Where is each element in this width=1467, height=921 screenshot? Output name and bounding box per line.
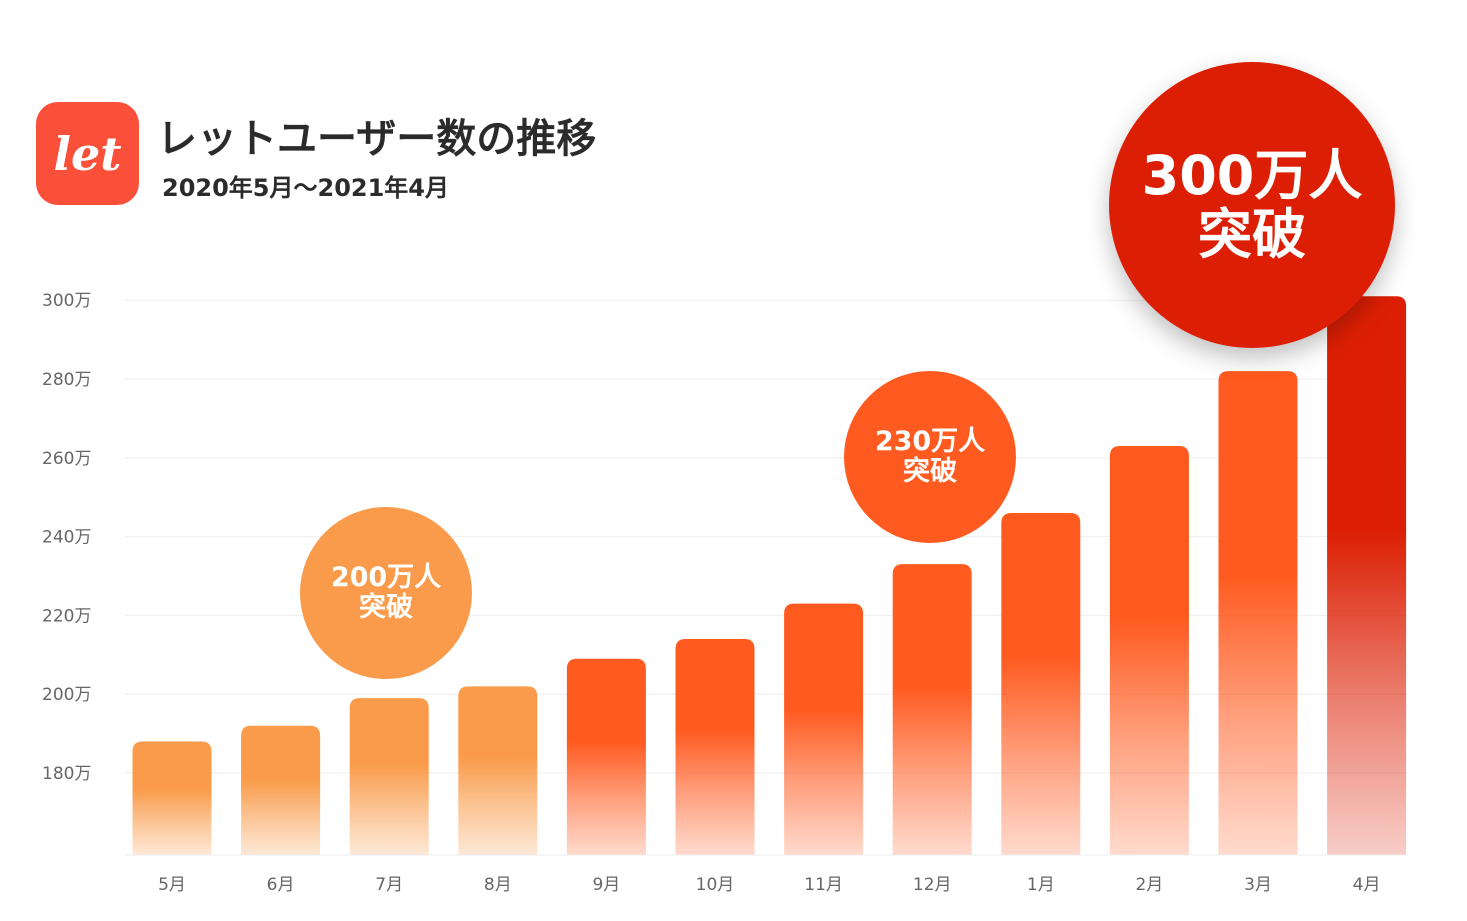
y-tick-label: 220万 (42, 606, 91, 626)
chart-title: レットユーザー数の推移 (157, 116, 597, 162)
bar-5月 (132, 741, 212, 855)
bar-9月 (566, 658, 646, 855)
y-tick-label: 200万 (42, 685, 91, 705)
bar-8月 (458, 686, 538, 855)
x-tick-label: 3月 (1244, 875, 1272, 895)
bar-3月 (1218, 371, 1298, 855)
annotation-line2: 突破 (903, 456, 957, 487)
annotation-line1: 200万人 (330, 562, 442, 594)
chart-subtitle: 2020年5月～2021年4月 (162, 174, 449, 202)
let-logo: let (36, 102, 139, 205)
annotation-line1: 300万人 (1141, 143, 1363, 207)
bar-1月 (1001, 512, 1081, 855)
x-tick-label: 11月 (804, 875, 843, 895)
x-tick-label: 7月 (375, 875, 403, 895)
annotation-line2: 突破 (359, 592, 413, 623)
x-tick-label: 10月 (696, 875, 735, 895)
logo-text: let (53, 126, 122, 181)
x-tick-label: 6月 (267, 875, 295, 895)
y-tick-label: 180万 (42, 764, 91, 784)
y-tick-label: 240万 (42, 528, 91, 548)
annotation-300: 300万人 突破 (1109, 62, 1395, 348)
annotation-200: 200万人 突破 (300, 507, 472, 679)
x-tick-label: 9月 (592, 875, 620, 895)
x-tick-label: 12月 (913, 875, 952, 895)
bar-12月 (892, 564, 972, 855)
x-tick-label: 5月 (158, 875, 186, 895)
annotation-line2: 突破 (1198, 203, 1306, 266)
y-tick-label: 260万 (42, 449, 91, 469)
bar-7月 (349, 698, 429, 855)
x-tick-label: 4月 (1353, 875, 1381, 895)
x-tick-label: 8月 (484, 875, 512, 895)
x-tick-label: 1月 (1027, 875, 1055, 895)
annotation-line1: 230万人 (874, 426, 986, 458)
bar-4月 (1327, 296, 1407, 855)
bar-2月 (1109, 445, 1189, 855)
bar-10月 (675, 639, 755, 855)
y-tick-label: 300万 (42, 291, 91, 311)
y-tick-label: 280万 (42, 370, 91, 390)
x-tick-label: 2月 (1135, 875, 1163, 895)
annotation-230: 230万人 突破 (844, 371, 1016, 543)
bar-11月 (784, 603, 864, 855)
bar-6月 (241, 725, 321, 855)
